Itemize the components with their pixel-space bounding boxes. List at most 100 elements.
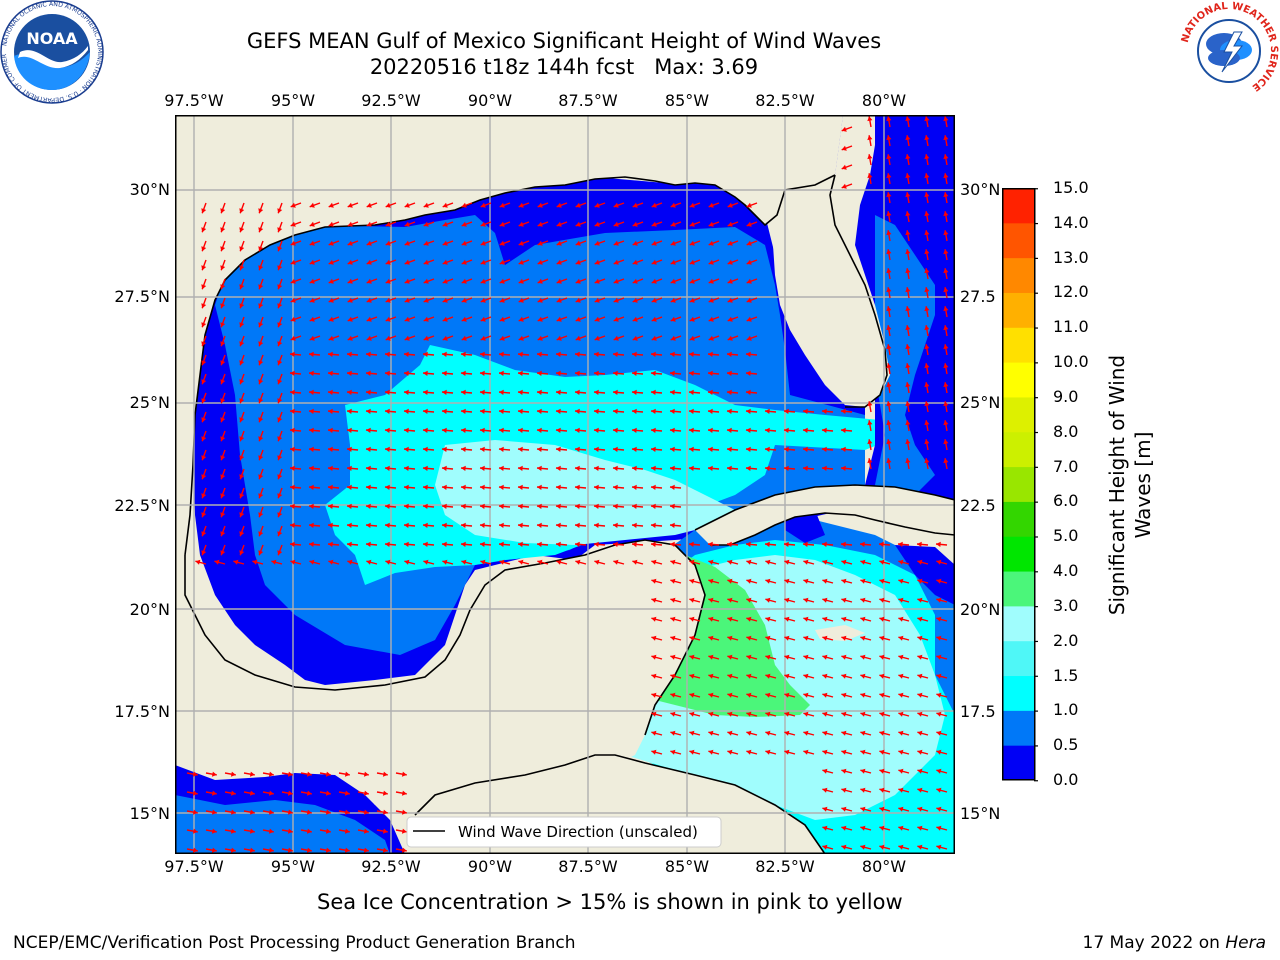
- wind-wave-arrowhead: [442, 408, 447, 414]
- wind-wave-arrowhead: [201, 379, 207, 385]
- wind-wave-arrowhead: [841, 164, 847, 170]
- wind-wave-arrowhead: [268, 828, 274, 834]
- wind-wave-arrowhead: [201, 265, 207, 271]
- wind-wave-arrowhead: [803, 465, 808, 471]
- wind-wave-arrowhead: [268, 771, 274, 777]
- wind-wave-arrowhead: [784, 446, 789, 452]
- wind-wave-arrowhead: [708, 446, 713, 452]
- colorbar-tick-label: 2.0: [1053, 630, 1079, 650]
- wind-wave-arrowhead: [670, 597, 676, 603]
- wind-wave-arrowhead: [943, 439, 949, 445]
- colorbar-tick-label: 8.0: [1053, 421, 1079, 441]
- wind-wave-arrowhead: [689, 389, 694, 395]
- wind-wave-arrowhead: [943, 268, 949, 274]
- wind-wave-arrowhead: [404, 351, 409, 357]
- wind-wave-arrowhead: [575, 389, 580, 395]
- wind-wave-arrowhead: [461, 465, 466, 471]
- wind-wave-arrowhead: [651, 711, 657, 717]
- wind-wave-arrowhead: [328, 389, 333, 395]
- wind-wave-arrowhead: [917, 559, 923, 565]
- wind-wave-arrowhead: [784, 749, 790, 755]
- wind-wave-arrowhead: [461, 240, 467, 246]
- wind-wave-arrowhead: [201, 436, 207, 442]
- wind-wave-arrowhead: [442, 351, 447, 357]
- wind-wave-arrowhead: [670, 635, 676, 641]
- wind-wave-arrowhead: [277, 208, 283, 214]
- wind-wave-arrowhead: [249, 771, 255, 777]
- gulf-pale-core: [435, 440, 735, 545]
- wind-wave-arrowhead: [594, 259, 600, 265]
- wind-wave-arrowhead: [404, 316, 410, 322]
- wind-wave-arrowhead: [860, 673, 866, 679]
- wind-wave-arrowhead: [575, 465, 580, 471]
- wind-wave-arrowhead: [366, 278, 372, 284]
- wind-wave-arrowhead: [905, 173, 911, 179]
- wind-wave-arrowhead: [943, 116, 949, 122]
- wind-wave-arrowhead: [708, 370, 713, 376]
- wind-wave-arrowhead: [632, 335, 638, 341]
- lat-label-right: 27.5: [960, 287, 996, 306]
- wind-wave-arrowhead: [518, 202, 524, 208]
- wind-wave-arrowhead: [404, 335, 410, 341]
- wind-wave-arrowhead: [290, 278, 296, 284]
- wind-wave-arrowhead: [708, 240, 714, 246]
- wind-wave-arrowhead: [385, 408, 390, 414]
- wind-wave-arrowhead: [277, 455, 283, 461]
- wind-wave-arrowhead: [309, 559, 315, 565]
- wind-wave-arrowhead: [651, 389, 656, 395]
- wind-wave-arrowhead: [328, 541, 333, 547]
- wind-wave-arrowhead: [277, 227, 283, 233]
- wind-wave-arrowhead: [404, 202, 410, 208]
- wind-wave-arrowhead: [423, 202, 429, 208]
- wind-wave-arrowhead: [860, 787, 866, 793]
- wind-wave-arrowhead: [886, 344, 892, 350]
- wind-wave-arrowhead: [385, 316, 391, 322]
- wind-wave-arrowhead: [727, 278, 733, 284]
- gulf-map: Wind Wave Direction (unscaled): [175, 115, 955, 854]
- wind-wave-arrowhead: [220, 265, 226, 271]
- wind-wave-arrowhead: [518, 335, 524, 341]
- wind-wave-arrowhead: [727, 446, 732, 452]
- wind-wave-arrowhead: [924, 363, 930, 369]
- wind-wave-arrowhead: [325, 828, 331, 834]
- wind-wave-arrowhead: [201, 474, 207, 480]
- wind-wave-arrowhead: [366, 259, 372, 265]
- wind-wave-arrowhead: [803, 541, 808, 547]
- wind-wave-arrowhead: [905, 230, 911, 236]
- wind-wave-arrowhead: [518, 427, 523, 433]
- wind-wave-arrowhead: [689, 202, 695, 208]
- wind-wave-arrowhead: [746, 221, 752, 227]
- wind-wave-arrowhead: [936, 749, 942, 755]
- lon-label-bottom: 97.5°W: [164, 857, 224, 876]
- wind-wave-arrowhead: [347, 351, 352, 357]
- wind-wave-arrowhead: [860, 578, 866, 584]
- colorbar-swatch: [1002, 675, 1035, 711]
- wind-wave-arrowhead: [594, 202, 600, 208]
- wind-wave-arrowhead: [746, 616, 752, 622]
- wind-wave-arrowhead: [860, 559, 866, 565]
- wind-wave-arrowhead: [632, 559, 638, 565]
- wind-wave-arrowhead: [803, 730, 809, 736]
- wind-wave-arrowhead: [822, 825, 828, 831]
- wind-wave-arrowhead: [258, 474, 264, 480]
- wind-wave-arrowhead: [746, 335, 752, 341]
- wind-wave-arrowhead: [651, 522, 656, 528]
- wind-wave-arrowhead: [347, 221, 353, 227]
- wind-wave-arrowhead: [613, 541, 618, 547]
- wind-wave-arrowhead: [328, 259, 334, 265]
- wind-wave-arrowhead: [499, 221, 505, 227]
- wind-wave-arrowhead: [423, 351, 428, 357]
- wind-wave-arrowhead: [917, 654, 923, 660]
- wind-wave-arrowhead: [366, 484, 371, 490]
- wind-wave-arrowhead: [943, 135, 949, 141]
- wind-wave-arrowhead: [943, 249, 949, 255]
- wind-wave-arrowhead: [499, 484, 504, 490]
- wind-wave-arrowhead: [258, 436, 264, 442]
- wind-wave-arrowhead: [936, 825, 942, 831]
- wind-wave-arrowhead: [898, 673, 904, 679]
- wind-wave-arrowhead: [385, 240, 391, 246]
- wind-wave-arrowhead: [258, 322, 264, 328]
- wind-wave-arrowhead: [518, 522, 523, 528]
- wind-wave-arrowhead: [879, 749, 885, 755]
- wind-wave-arrowhead: [239, 474, 245, 480]
